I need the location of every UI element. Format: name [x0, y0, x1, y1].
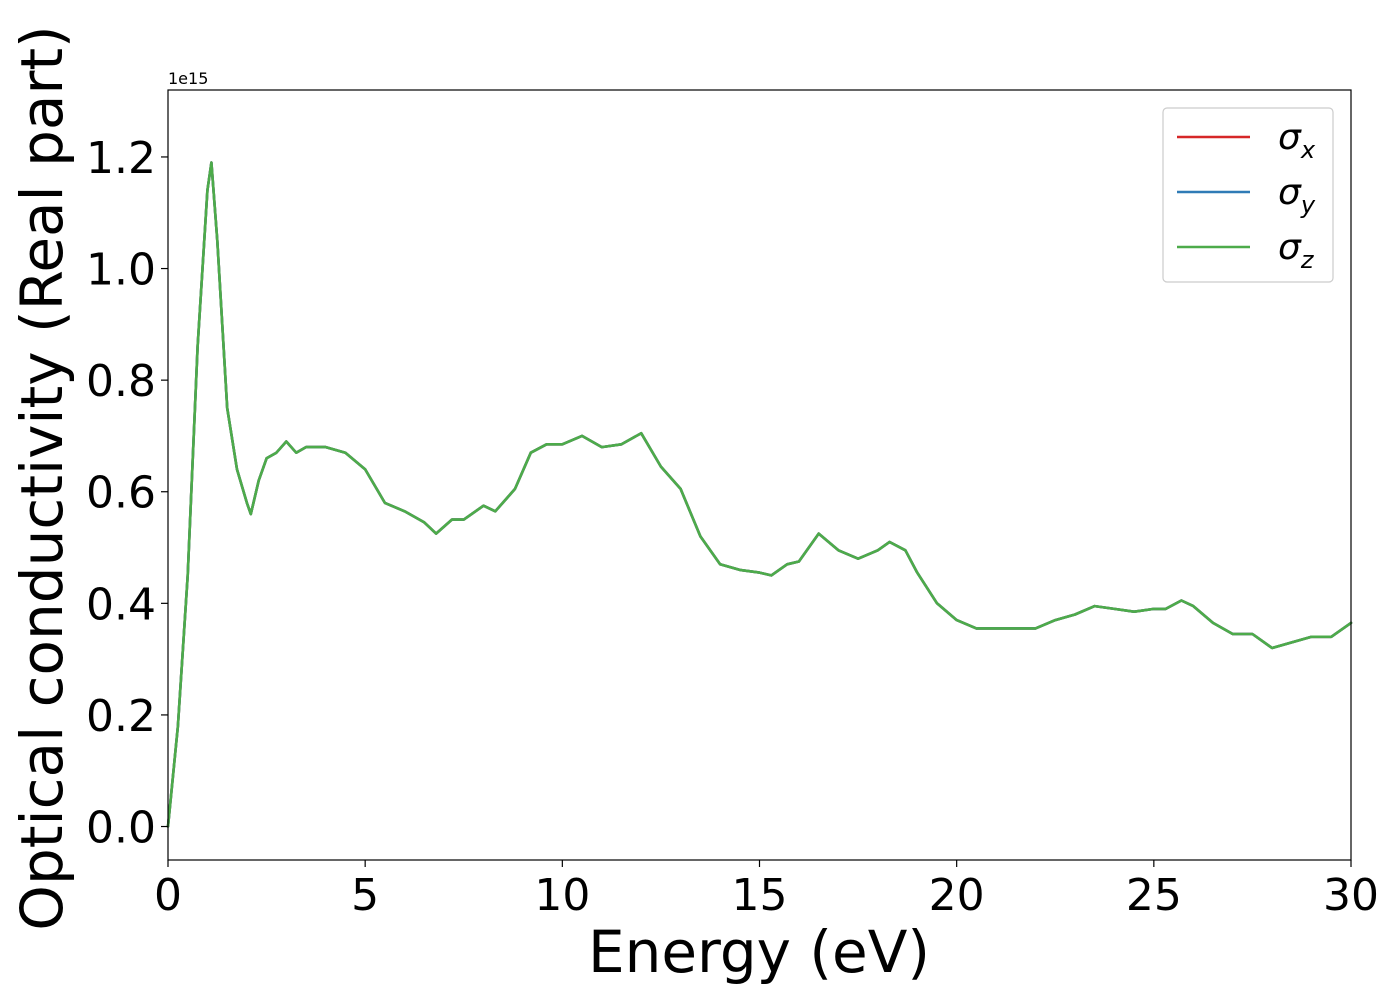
x-tick-label: 5 [351, 870, 379, 921]
legend-label-sigma-y: σy [1278, 172, 1316, 219]
x-tick-label: 25 [1126, 870, 1182, 921]
legend-entries: σx σy σz [1177, 117, 1316, 274]
x-tick-label: 30 [1323, 870, 1379, 921]
x-tick-label: 15 [732, 870, 788, 921]
y-tick-label: 0.0 [86, 803, 156, 854]
y-tick-label: 0.8 [86, 356, 156, 407]
y-tick-label: 0.4 [86, 579, 156, 630]
series-layer [166, 161, 1353, 828]
x-axis-ticks: 0 5 10 15 20 25 30 [154, 860, 1379, 921]
x-axis-label: Energy (eV) [588, 918, 930, 986]
series-line-sigma-z [166, 161, 1353, 828]
y-tick-label: 0.6 [86, 468, 156, 519]
y-axis-ticks: 0.0 0.2 0.4 0.6 0.8 1.0 1.2 [86, 133, 168, 854]
y-offset-label: 1e15 [168, 69, 208, 88]
legend-label-sigma-z: σz [1278, 227, 1315, 274]
x-tick-label: 20 [929, 870, 985, 921]
legend-box [1162, 107, 1334, 283]
legend: σx σy σz [1162, 107, 1334, 283]
legend-label-sigma-x: σx [1278, 117, 1316, 164]
y-axis-label: Optical conductivity (Real part) [8, 25, 76, 930]
y-tick-label: 1.0 [86, 245, 156, 296]
x-tick-label: 0 [154, 870, 182, 921]
x-tick-label: 10 [534, 870, 590, 921]
y-tick-label: 1.2 [86, 133, 156, 184]
y-tick-label: 0.2 [86, 691, 156, 742]
